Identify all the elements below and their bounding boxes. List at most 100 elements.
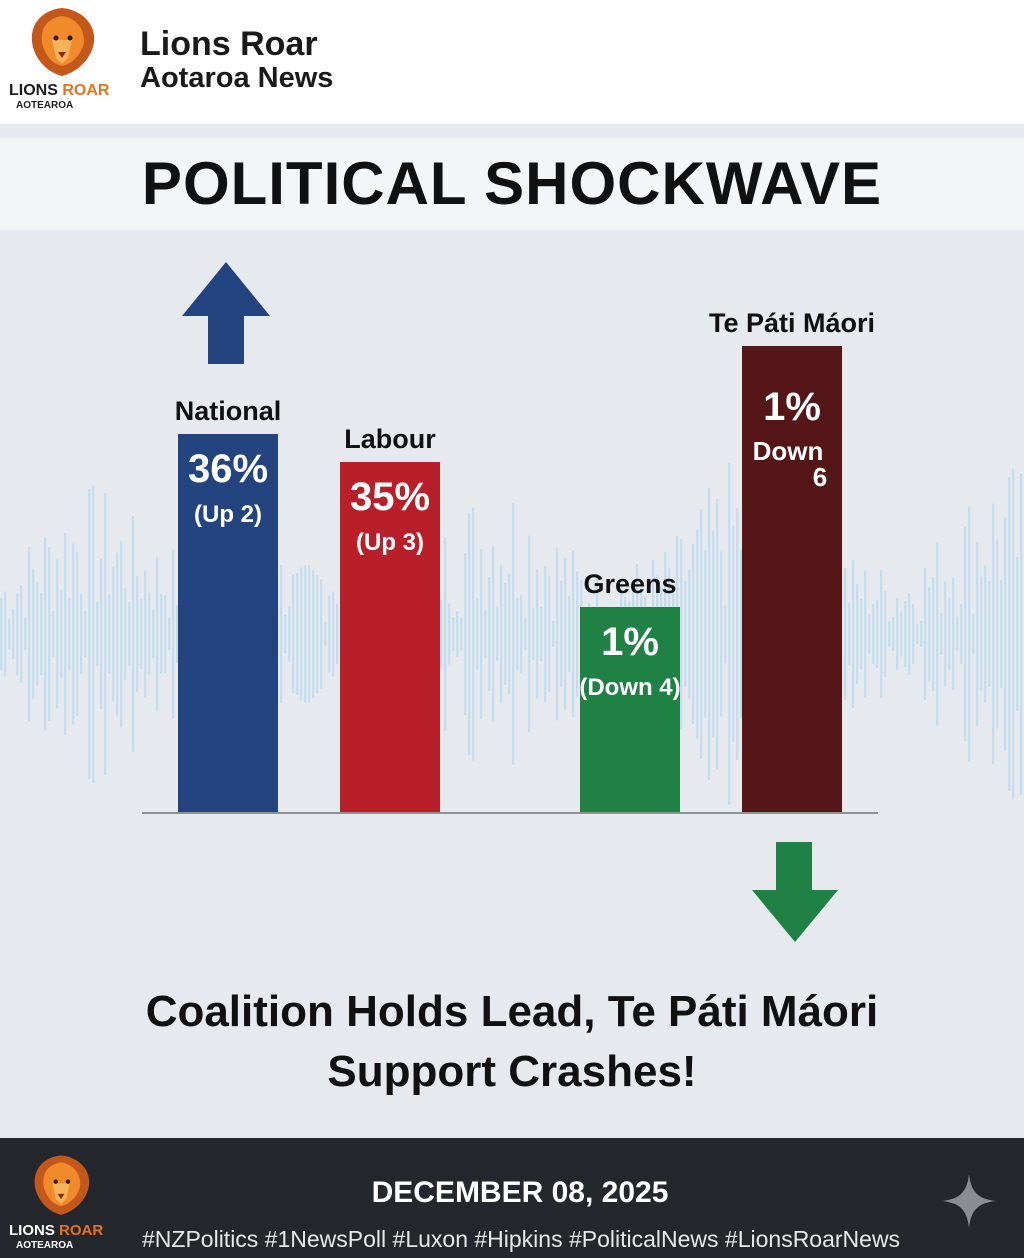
wave-line	[488, 577, 491, 691]
bar-greens	[580, 607, 680, 812]
infographic-panel: POLITICAL SHOCKWAVE National 36% (Up 2) Lab…	[0, 124, 1024, 1138]
wave-line	[692, 543, 695, 725]
wave-line	[1008, 477, 1011, 791]
wave-line	[176, 605, 179, 663]
brand-name: Lions Roar	[140, 25, 318, 63]
wave-line	[68, 597, 71, 671]
wave-line	[4, 591, 7, 677]
change-label-maori-number: 6	[813, 462, 827, 492]
wave-line	[0, 597, 3, 671]
headline-line-1: Coalition Holds Lead, Te Páti Máori	[145, 987, 879, 1036]
wave-line	[532, 607, 535, 661]
wave-line	[568, 595, 571, 673]
wave-line	[172, 549, 175, 719]
wave-line	[144, 570, 147, 698]
bar-chart: National 36% (Up 2) Labour 35% (Up 3) Greens 1%…	[142, 262, 878, 942]
wave-line	[60, 590, 63, 678]
wave-line	[684, 580, 687, 688]
wave-line	[540, 606, 543, 662]
wave-line	[492, 546, 495, 722]
wave-line	[440, 599, 443, 669]
wave-line	[888, 621, 891, 647]
wave-line	[304, 565, 307, 703]
wave-line	[148, 592, 151, 676]
wave-line	[36, 582, 39, 686]
change-label-labour: (Up 3)	[356, 529, 424, 556]
wave-line	[84, 611, 87, 657]
wave-line	[1012, 468, 1015, 800]
wave-line	[856, 583, 859, 685]
wave-line	[936, 542, 939, 726]
wave-line	[12, 608, 15, 660]
wave-line	[732, 526, 735, 742]
logo-sub: AOTEAROA	[16, 100, 74, 111]
wave-line	[484, 610, 487, 658]
wave-line	[464, 553, 467, 715]
wave-line	[284, 615, 287, 653]
wave-line	[88, 489, 91, 779]
wave-line	[916, 623, 919, 645]
wave-line	[92, 485, 95, 783]
wave-line	[1004, 517, 1007, 751]
footer-logo-word-roar: ROAR	[59, 1222, 104, 1239]
wave-line	[524, 617, 527, 651]
wave-line	[320, 579, 323, 689]
wave-line	[476, 598, 479, 670]
footer: LIONS ROAR AOTEAROA DECEMBER 08, 2025 #N…	[0, 1138, 1024, 1258]
wave-line	[704, 550, 707, 718]
wave-line	[132, 516, 135, 752]
wave-line	[720, 551, 723, 717]
wave-line	[968, 506, 971, 762]
wave-line	[536, 569, 539, 699]
wave-line	[548, 575, 551, 693]
wave-line	[912, 603, 915, 665]
wave-line	[460, 617, 463, 651]
wave-line	[868, 614, 871, 654]
wave-line	[152, 609, 155, 659]
wave-line	[528, 535, 531, 733]
wave-line	[448, 603, 451, 665]
wave-line	[292, 574, 295, 694]
wave-line	[76, 552, 79, 716]
title-band: POLITICAL SHOCKWAVE	[0, 138, 1024, 230]
wave-line	[140, 599, 143, 669]
wave-line	[496, 607, 499, 661]
category-label-national: National	[175, 396, 282, 426]
page-title: POLITICAL SHOCKWAVE	[141, 150, 883, 217]
wave-line	[468, 512, 471, 756]
wave-line	[728, 463, 731, 805]
headline: Coalition Holds Lead, Te Páti Máori Supp…	[60, 982, 964, 1102]
wave-line	[328, 595, 331, 673]
wave-line	[112, 566, 115, 702]
hashtags: #NZPolitics #1NewsPoll #Luxon #Hipkins #…	[142, 1226, 901, 1252]
wave-line	[928, 587, 931, 681]
wave-line	[924, 567, 927, 701]
wave-line	[96, 601, 99, 667]
wave-line	[980, 576, 983, 692]
wave-line	[500, 564, 503, 704]
footer-logo-word-lions: LIONS	[9, 1222, 55, 1239]
wave-line	[680, 538, 683, 730]
wave-line	[892, 617, 895, 651]
wave-line	[552, 620, 555, 648]
wave-line	[864, 570, 867, 698]
wave-line	[336, 603, 339, 665]
wave-line	[708, 487, 711, 781]
lion-logo-icon	[31, 8, 95, 76]
wave-line	[884, 591, 887, 677]
wave-line	[120, 540, 123, 728]
wave-line	[716, 498, 719, 770]
wave-line	[964, 526, 967, 742]
bar-maori	[742, 346, 842, 812]
wave-line	[872, 604, 875, 664]
wave-line	[880, 570, 883, 698]
wave-line	[316, 574, 319, 694]
wave-line	[940, 612, 943, 656]
wave-line	[44, 537, 47, 731]
wave-line	[700, 509, 703, 759]
wave-line	[736, 508, 739, 760]
wave-line	[976, 541, 979, 727]
wave-line	[972, 614, 975, 654]
wave-line	[984, 565, 987, 703]
sparkle-icon	[942, 1174, 996, 1228]
